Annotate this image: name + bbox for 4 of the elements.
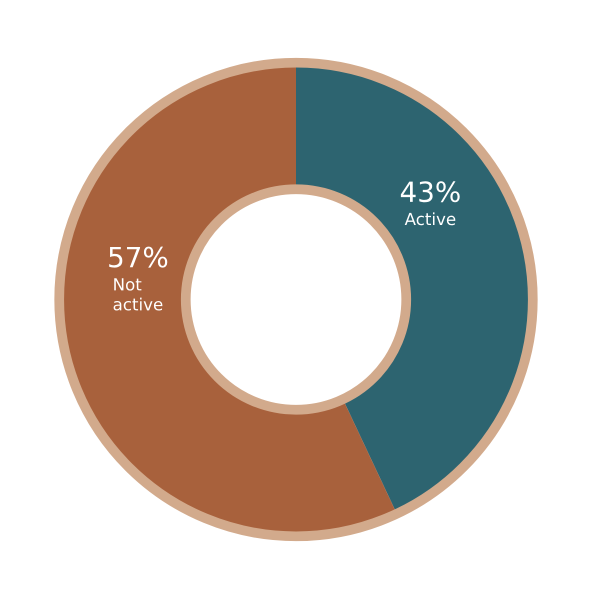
data-label: 43% <box>400 181 460 202</box>
data-label: 57% <box>109 246 168 268</box>
slice-label: Not active <box>114 278 162 311</box>
slice-label: Active <box>404 212 456 226</box>
